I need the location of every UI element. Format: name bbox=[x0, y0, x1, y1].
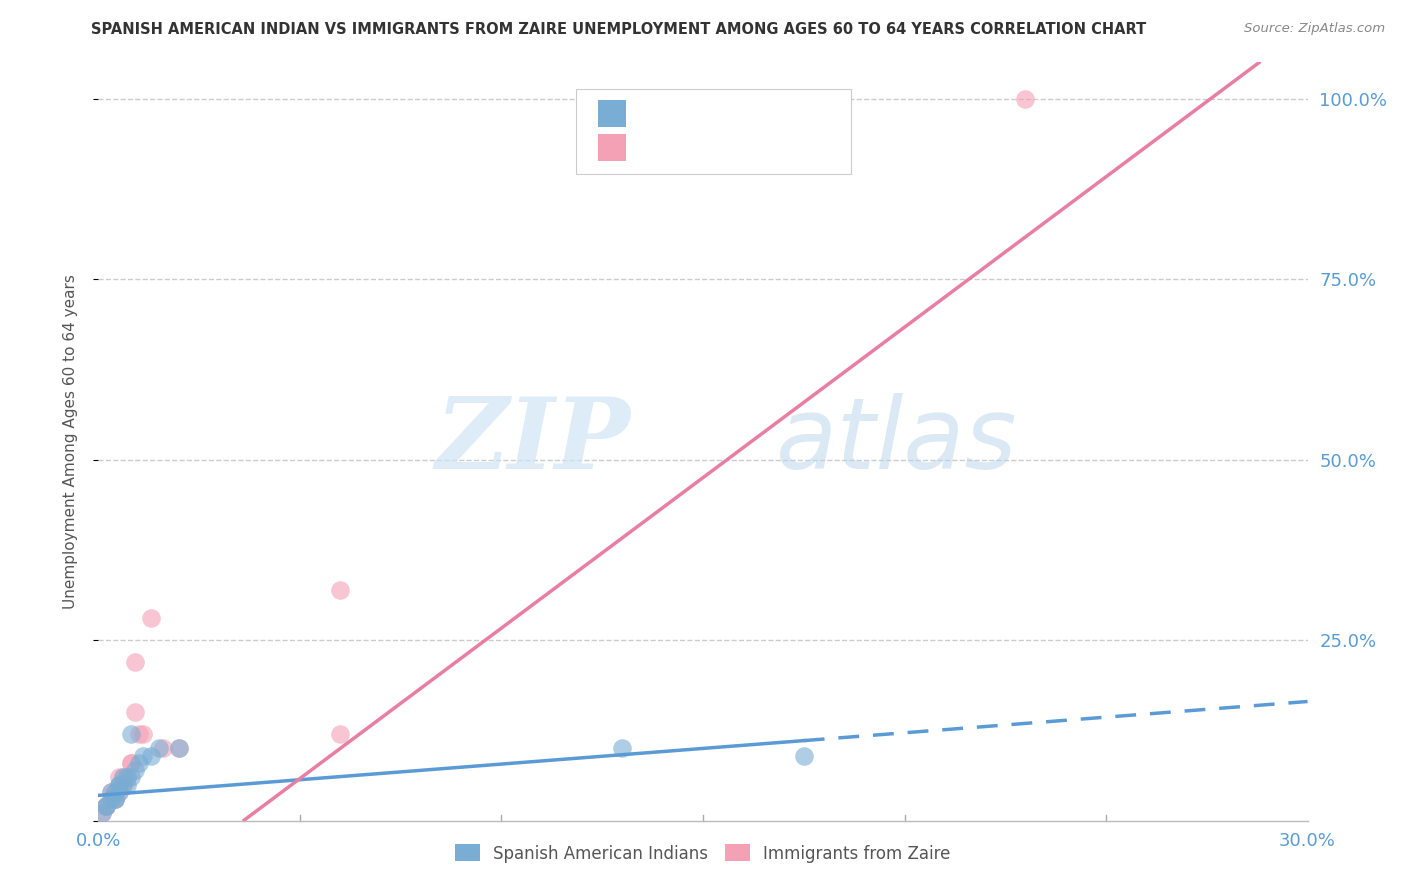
Point bbox=[124, 706, 146, 720]
Text: SPANISH AMERICAN INDIAN VS IMMIGRANTS FROM ZAIRE UNEMPLOYMENT AMONG AGES 60 TO 6: SPANISH AMERICAN INDIAN VS IMMIGRANTS FR… bbox=[91, 22, 1146, 37]
Text: atlas: atlas bbox=[776, 393, 1017, 490]
Point bbox=[132, 748, 155, 763]
Point bbox=[91, 806, 114, 821]
Text: R = 0.079   N = 25: R = 0.079 N = 25 bbox=[636, 104, 820, 122]
Point bbox=[103, 792, 125, 806]
Point bbox=[120, 756, 142, 770]
Point bbox=[96, 799, 118, 814]
Point bbox=[107, 778, 129, 792]
Point bbox=[139, 748, 162, 763]
Point bbox=[111, 770, 134, 784]
Point bbox=[115, 770, 138, 784]
Point bbox=[103, 792, 125, 806]
Point bbox=[1014, 91, 1036, 105]
Legend: Spanish American Indians, Immigrants from Zaire: Spanish American Indians, Immigrants fro… bbox=[449, 838, 957, 869]
Point bbox=[128, 756, 150, 770]
Point bbox=[120, 756, 142, 770]
Text: R = 0.898   N = 25: R = 0.898 N = 25 bbox=[636, 138, 820, 156]
Point bbox=[111, 770, 134, 784]
Text: Source: ZipAtlas.com: Source: ZipAtlas.com bbox=[1244, 22, 1385, 36]
Point bbox=[100, 792, 122, 806]
Point bbox=[120, 770, 142, 784]
Point bbox=[107, 770, 129, 784]
Point bbox=[103, 785, 125, 799]
Point bbox=[96, 799, 118, 814]
Point bbox=[132, 727, 155, 741]
Point bbox=[152, 741, 174, 756]
Point bbox=[329, 582, 352, 597]
Point bbox=[167, 741, 190, 756]
Point bbox=[329, 727, 352, 741]
Point bbox=[91, 806, 114, 821]
Point bbox=[107, 785, 129, 799]
Point bbox=[124, 655, 146, 669]
Point bbox=[167, 741, 190, 756]
Point bbox=[612, 741, 634, 756]
Point bbox=[793, 748, 815, 763]
Point bbox=[111, 778, 134, 792]
Point bbox=[124, 763, 146, 777]
Point bbox=[96, 799, 118, 814]
Point bbox=[139, 611, 162, 625]
Point bbox=[103, 792, 125, 806]
Point bbox=[111, 778, 134, 792]
Point bbox=[107, 778, 129, 792]
Point bbox=[100, 785, 122, 799]
Point bbox=[107, 778, 129, 792]
Point bbox=[100, 792, 122, 806]
Point bbox=[120, 727, 142, 741]
Point bbox=[100, 785, 122, 799]
Text: ZIP: ZIP bbox=[436, 393, 630, 490]
Point bbox=[115, 770, 138, 784]
Point bbox=[107, 785, 129, 799]
Point bbox=[115, 778, 138, 792]
Point bbox=[96, 799, 118, 814]
Point bbox=[128, 727, 150, 741]
Y-axis label: Unemployment Among Ages 60 to 64 years: Unemployment Among Ages 60 to 64 years bbox=[63, 274, 77, 609]
Point bbox=[148, 741, 170, 756]
Point bbox=[103, 785, 125, 799]
